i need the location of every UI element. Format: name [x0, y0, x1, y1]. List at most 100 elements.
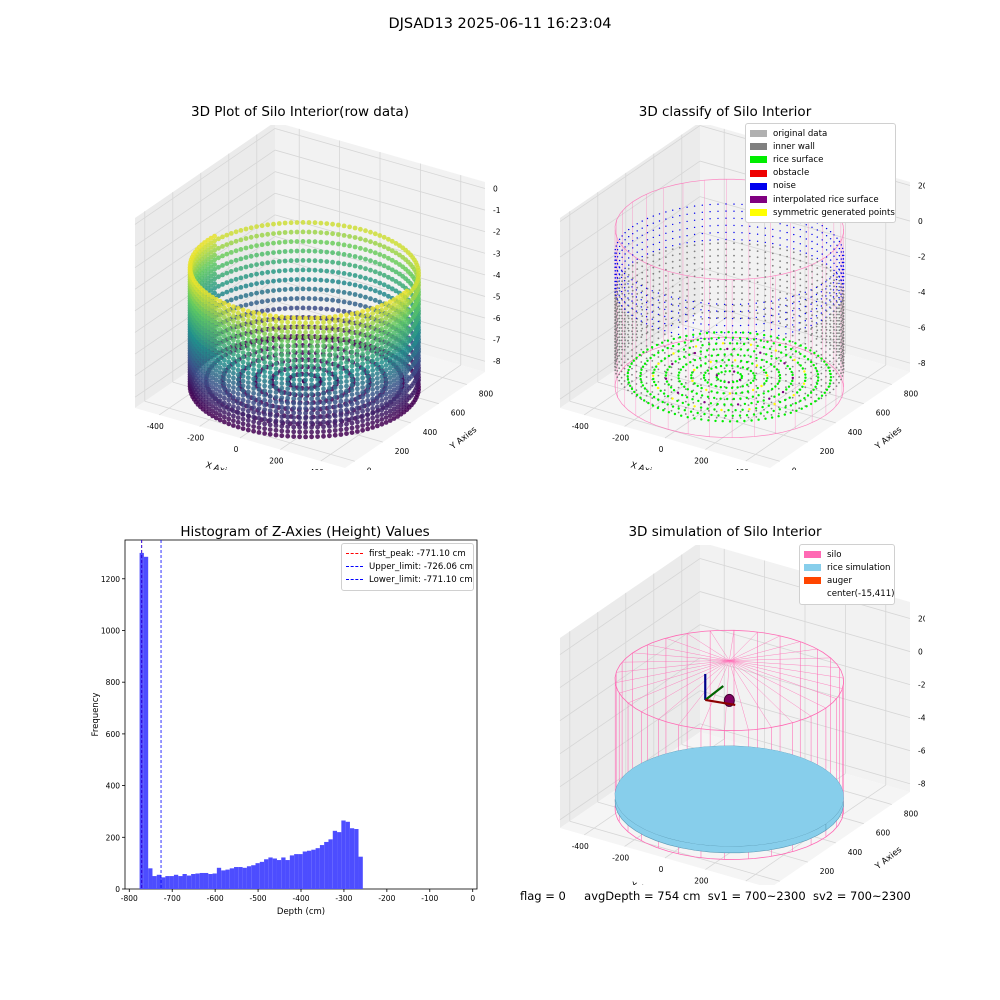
raw-point: [285, 381, 291, 387]
inner-wall-point: [657, 356, 660, 358]
x-axis-label: X Axies: [629, 460, 662, 470]
raw-point: [372, 240, 378, 246]
inner-wall-point: [684, 357, 687, 359]
noise-point: [749, 232, 751, 235]
inner-wall-point: [709, 280, 711, 282]
inner-wall-point: [621, 311, 623, 314]
raw-point: [332, 432, 338, 438]
inner-wall-point: [820, 391, 823, 393]
rice-surface-point: [777, 371, 781, 374]
inner-wall-point: [678, 265, 681, 268]
raw-point: [297, 429, 302, 435]
inner-wall-point: [739, 367, 742, 370]
inner-wall-point: [627, 327, 629, 330]
inner-wall-point: [677, 361, 680, 364]
inner-wall-point: [663, 364, 666, 367]
raw-point: [285, 329, 291, 335]
raw-point: [256, 339, 262, 345]
rice-surface-point: [748, 408, 751, 411]
raw-point: [332, 352, 338, 357]
inner-wall-point: [631, 330, 633, 333]
raw-point: [259, 251, 265, 257]
inner-wall-point: [838, 350, 840, 353]
raw-point: [360, 332, 365, 338]
raw-point: [318, 230, 324, 235]
rice-surface-point: [706, 369, 709, 372]
raw-point: [279, 404, 285, 410]
rice-surface-point: [703, 401, 706, 404]
inner-wall-point: [671, 267, 674, 269]
inner-wall-point: [658, 314, 661, 317]
raw-point: [210, 304, 215, 310]
noise-point: [665, 211, 667, 213]
rice-surface-point: [701, 344, 704, 347]
raw-point: [363, 228, 368, 234]
rice-surface-point: [630, 362, 633, 365]
raw-point: [327, 333, 332, 339]
raw-point: [235, 353, 241, 359]
raw-point: [321, 319, 326, 325]
noise-point: [716, 303, 718, 305]
raw-point: [309, 434, 314, 440]
inner-wall-point: [645, 332, 648, 335]
noise-point: [652, 250, 654, 253]
rice-surface-point: [751, 388, 755, 392]
noise-point: [842, 265, 845, 267]
raw-point: [262, 378, 267, 384]
raw-point: [251, 428, 256, 434]
raw-point: [285, 319, 291, 325]
inner-wall-point: [627, 352, 629, 354]
inner-wall-point: [798, 370, 801, 372]
raw-point: [358, 255, 363, 261]
raw-point: [240, 407, 246, 412]
rice-surface-point: [668, 365, 671, 368]
noise-point: [627, 304, 629, 306]
rice-surface-point: [828, 382, 832, 385]
inner-wall-point: [764, 251, 767, 253]
inner-wall-point: [624, 289, 626, 292]
inner-wall-point: [838, 381, 840, 384]
rice-surface-point: [677, 374, 680, 377]
inner-wall-point: [731, 367, 734, 370]
noise-point: [640, 306, 642, 308]
rice-surface-point: [783, 362, 786, 365]
rice-surface-point: [630, 387, 634, 391]
grid-line: [705, 353, 846, 450]
raw-point: [213, 315, 219, 321]
raw-point: [306, 248, 312, 254]
inner-wall-point: [792, 263, 795, 266]
inner-wall-point: [755, 347, 758, 350]
inner-wall-point: [821, 332, 824, 334]
inner-wall-point: [658, 283, 661, 285]
inner-wall-point: [799, 253, 802, 256]
raw-point: [349, 378, 355, 383]
raw-point: [365, 364, 371, 370]
raw-point: [336, 270, 341, 275]
raw-point: [245, 418, 251, 423]
noise-point: [692, 300, 694, 303]
raw-point: [248, 282, 254, 288]
noise-point: [624, 239, 626, 241]
noise-point: [636, 223, 638, 225]
raw-point: [395, 338, 400, 343]
raw-point: [288, 286, 294, 292]
inner-wall-point: [833, 335, 835, 337]
noise-point: [708, 331, 710, 333]
raw-point: [282, 268, 288, 273]
raw-point: [291, 367, 297, 373]
raw-point: [238, 256, 244, 262]
inner-wall-point: [791, 409, 794, 412]
rice-surface-point: [706, 407, 709, 410]
inner-wall-point: [756, 306, 759, 308]
raw-point: [372, 288, 378, 294]
raw-point: [285, 414, 291, 420]
rice-surface-point: [740, 376, 743, 380]
raw-point: [265, 298, 271, 304]
raw-point: [379, 379, 385, 384]
raw-point: [321, 433, 326, 439]
inner-wall-point: [641, 321, 644, 324]
inner-wall-point: [615, 360, 617, 363]
noise-point: [701, 211, 703, 213]
raw-point: [327, 324, 332, 329]
raw-point: [276, 240, 282, 245]
